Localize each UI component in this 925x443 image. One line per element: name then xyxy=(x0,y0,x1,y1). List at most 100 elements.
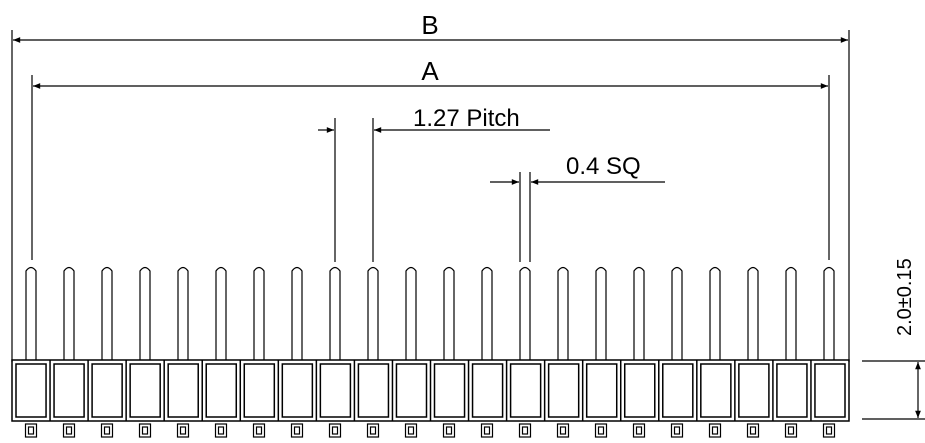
pitch-label: 1.27 Pitch xyxy=(413,105,520,132)
pin-row xyxy=(24,266,836,438)
dimension-label-b: B xyxy=(421,10,438,40)
housing-cell-inner xyxy=(700,363,732,418)
housing-cell-inner xyxy=(281,363,314,418)
dimension-height xyxy=(862,360,925,420)
pin xyxy=(709,266,721,360)
pin-foot-inner xyxy=(787,426,795,435)
header-housing xyxy=(11,359,850,422)
pin-foot-inner xyxy=(825,426,833,435)
pin xyxy=(101,266,113,360)
pin-foot xyxy=(594,423,608,438)
pin-foot-inner xyxy=(521,426,529,435)
pin-foot xyxy=(556,423,570,438)
dimension-b xyxy=(11,30,850,362)
housing-cell-inner xyxy=(53,363,85,418)
housing-cell-inner xyxy=(623,363,656,418)
pin-foot-inner xyxy=(445,426,453,435)
pin-foot xyxy=(24,423,38,438)
pin-foot-inner xyxy=(749,426,757,435)
pin-size-label: 0.4 SQ xyxy=(566,153,641,180)
pin-foot xyxy=(100,423,114,438)
pin-foot-inner xyxy=(673,426,681,435)
pin xyxy=(671,266,683,360)
housing-cell-inner xyxy=(243,363,276,418)
pin xyxy=(215,266,227,360)
pin xyxy=(633,266,645,360)
pin-foot xyxy=(328,423,342,438)
housing-cell-inner xyxy=(433,363,466,418)
dimension-label-a: A xyxy=(421,56,439,86)
pin-foot xyxy=(442,423,456,438)
pin-foot xyxy=(290,423,304,438)
pin-foot-inner xyxy=(559,426,567,435)
pin xyxy=(291,266,303,360)
pin-foot xyxy=(404,423,418,438)
pin-foot xyxy=(784,423,798,438)
pin-foot xyxy=(176,423,190,438)
housing-cell-inner xyxy=(319,363,352,418)
housing-cell-inner xyxy=(814,363,846,418)
pin xyxy=(519,266,531,360)
pin xyxy=(139,266,151,360)
pin-foot-inner xyxy=(255,426,263,435)
housing-cell-inner xyxy=(509,363,542,418)
pin-foot-inner xyxy=(711,426,719,435)
pin-foot-inner xyxy=(369,426,377,435)
pin-foot xyxy=(366,423,380,438)
pin-foot-inner xyxy=(293,426,301,435)
pin xyxy=(481,266,493,360)
height-label: 2.0±0.15 xyxy=(894,258,916,336)
pin-foot-inner xyxy=(597,426,605,435)
pin-foot xyxy=(632,423,646,438)
pin-foot-inner xyxy=(331,426,339,435)
pin-foot-inner xyxy=(103,426,111,435)
dimension-pitch xyxy=(318,118,550,262)
pin-foot xyxy=(252,423,266,438)
pin-foot xyxy=(138,423,152,438)
pin-foot-inner xyxy=(483,426,491,435)
pin-foot xyxy=(62,423,76,438)
pin xyxy=(63,266,75,360)
pin xyxy=(823,266,835,360)
pin-foot-inner xyxy=(27,426,35,435)
pin xyxy=(367,266,379,360)
dimension-pin-size xyxy=(490,172,665,262)
housing-cell-inner xyxy=(547,363,580,418)
housing-cell-inner xyxy=(776,363,808,418)
pin-foot-inner xyxy=(407,426,415,435)
housing-cell-inner xyxy=(129,363,161,418)
housing-cell-inner xyxy=(167,363,199,418)
housing-cell-inner xyxy=(357,363,390,418)
pin xyxy=(329,266,341,360)
dimension-a xyxy=(31,75,830,260)
pin-foot-inner xyxy=(65,426,73,435)
pin xyxy=(557,266,569,360)
pin-foot xyxy=(708,423,722,438)
pin xyxy=(25,266,37,360)
pin-foot-inner xyxy=(141,426,149,435)
housing-cell-inner xyxy=(585,363,618,418)
housing-cell-inner xyxy=(738,363,770,418)
pin-foot xyxy=(518,423,532,438)
housing-cell-inner xyxy=(395,363,428,418)
pin xyxy=(405,266,417,360)
pin xyxy=(785,266,797,360)
pin xyxy=(443,266,455,360)
pin xyxy=(747,266,759,360)
pin-foot xyxy=(670,423,684,438)
housing-cell-inner xyxy=(15,363,47,418)
pin xyxy=(253,266,265,360)
pin-foot-inner xyxy=(217,426,225,435)
housing-cell-inner xyxy=(662,363,694,418)
pin-foot xyxy=(746,423,760,438)
pin-foot-inner xyxy=(635,426,643,435)
housing-cell-inner xyxy=(471,363,504,418)
pin-foot xyxy=(480,423,494,438)
pin-foot-inner xyxy=(179,426,187,435)
housing-cell-inner xyxy=(91,363,123,418)
pin xyxy=(595,266,607,360)
pin-foot xyxy=(822,423,836,438)
pin xyxy=(177,266,189,360)
housing-cell-inner xyxy=(205,363,238,418)
